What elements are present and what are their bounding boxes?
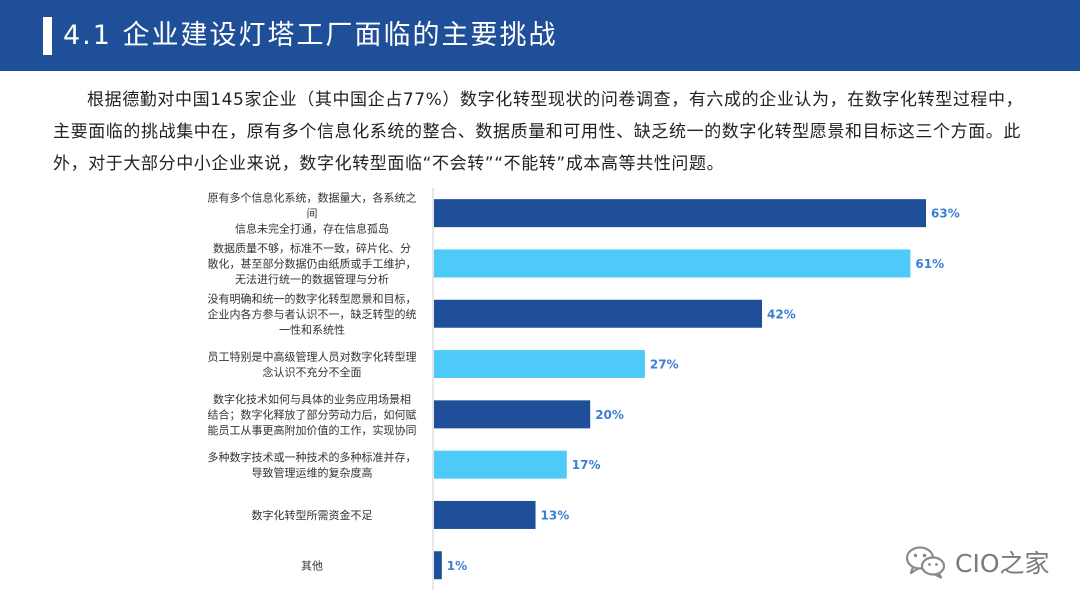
category-label: 间 bbox=[307, 207, 318, 220]
category-label: 其他 bbox=[301, 559, 323, 572]
category-label: 数字化转型所需资金不足 bbox=[252, 508, 373, 522]
bar bbox=[434, 249, 911, 278]
bar-value-label: 61% bbox=[915, 257, 944, 271]
bar bbox=[434, 299, 762, 328]
category-label: 结合；数字化释放了部分劳动力后，如何赋 bbox=[208, 407, 417, 421]
title-accent-bar bbox=[43, 17, 52, 55]
category-label: 无法进行统一的数据管理与分析 bbox=[235, 272, 389, 286]
bar bbox=[434, 450, 567, 479]
bar bbox=[434, 199, 926, 228]
bar-value-label: 13% bbox=[541, 508, 570, 522]
category-label: 念认识不充分不全面 bbox=[263, 365, 362, 379]
category-label: 能员工从事更高附加价值的工作，实现协同 bbox=[208, 423, 417, 437]
bar-value-label: 63% bbox=[931, 207, 960, 221]
page-title: 4.1 企业建设灯塔工厂面临的主要挑战 bbox=[63, 20, 558, 51]
bar bbox=[434, 551, 442, 580]
wechat-icon bbox=[905, 546, 946, 579]
watermark-text: CIO之家 bbox=[955, 549, 1050, 578]
watermark: CIO之家 bbox=[905, 545, 1050, 579]
bar bbox=[434, 400, 591, 429]
category-label: 一性和系统性 bbox=[279, 322, 345, 336]
category-label: 数据质量不够，标准不一致，碎片化、分 bbox=[213, 241, 411, 255]
category-label: 员工特别是中高级管理人员对数字化转型理 bbox=[208, 349, 417, 363]
category-label: 没有明确和统一的数字化转型愿景和目标， bbox=[208, 291, 417, 305]
bar bbox=[434, 500, 536, 529]
category-label: 信息未完全打通，存在信息孤岛 bbox=[235, 222, 389, 236]
bar-value-label: 17% bbox=[572, 458, 601, 472]
category-label: 数字化技术如何与具体的业务应用场景相 bbox=[213, 392, 411, 406]
title-banner: 4.1 企业建设灯塔工厂面临的主要挑战 bbox=[0, 0, 1080, 71]
bar-value-label: 42% bbox=[767, 307, 796, 321]
category-label: 企业内各方参与者认识不一，缺乏转型的统 bbox=[208, 307, 417, 321]
bar-value-label: 1% bbox=[447, 559, 467, 573]
category-label: 原有多个信息化系统，数据量大，各系统之 bbox=[208, 191, 417, 205]
category-label: 散化，甚至部分数据仍由纸质或手工维护， bbox=[208, 256, 417, 270]
category-label: 导致管理运维的复杂度高 bbox=[252, 465, 373, 479]
intro-paragraph: 根据德勤对中国145家企业（其中国企占77%）数字化转型现状的问卷调查，有六成的… bbox=[53, 90, 1024, 174]
bar-value-label: 27% bbox=[650, 358, 679, 372]
bar-value-label: 20% bbox=[595, 408, 624, 422]
category-label: 多种数字技术或一种技术的多种标准并存， bbox=[208, 450, 417, 464]
bar bbox=[434, 350, 645, 379]
